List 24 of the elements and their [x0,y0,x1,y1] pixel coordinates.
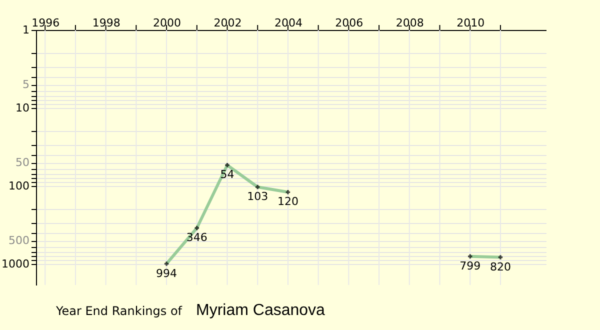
x-tick-label: 2000 [153,16,182,30]
x-tick-label: 2006 [335,16,364,30]
data-label: 820 [490,260,511,274]
x-tick-label: 2008 [396,16,424,30]
y-tick-label: 50 [16,156,30,170]
x-tick-label: 2004 [274,16,302,30]
text: Year End Rankings of [55,304,183,318]
y-tick-label: 10 [16,101,30,114]
data-label: 103 [247,190,268,203]
text: Myriam Casanova [196,302,326,319]
y-tick-label: 500 [8,234,30,247]
data-label: 54 [220,168,234,182]
y-tick-label: 100 [8,179,30,192]
y-tick-label: 1 [22,24,30,36]
x-tick-label: 2010 [456,16,485,30]
x-tick-label: 1996 [32,16,60,30]
y-tick-label: 1000 [2,257,30,270]
x-tick-label: 2002 [214,16,242,30]
y-tick-label: 5 [22,78,30,92]
data-label: 120 [277,195,298,208]
data-label: 994 [156,266,178,280]
data-label: 799 [460,259,481,272]
x-tick-label: 1998 [92,16,120,30]
data-label: 346 [186,231,208,244]
